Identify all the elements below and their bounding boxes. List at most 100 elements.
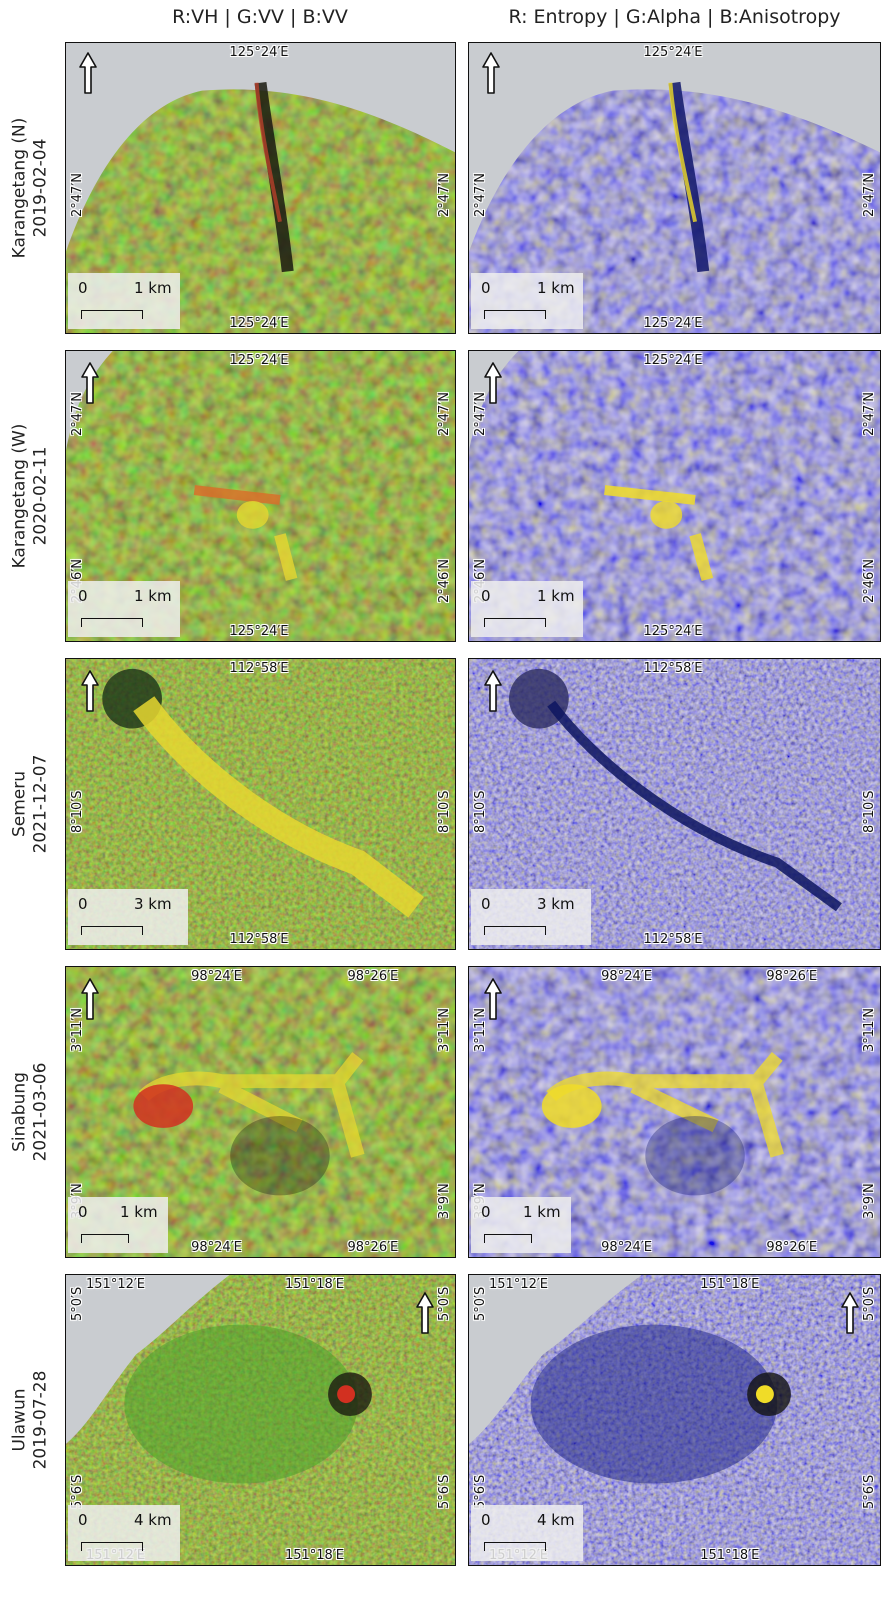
scale-bar: 0 1 km: [471, 273, 583, 329]
latitude-label: 2°46′N: [437, 559, 452, 603]
scale-zero: 0: [78, 895, 88, 913]
latitude-label: 5°0′S: [437, 1286, 452, 1321]
latitude-label: 2°47′N: [862, 392, 877, 436]
north-arrow-icon: [484, 978, 502, 1020]
north-arrow-icon: [841, 1292, 859, 1334]
scale-bar-line: [484, 1542, 546, 1551]
latitude-label: 3°11′N: [437, 1008, 452, 1052]
latitude-label: 5°0′S: [70, 1286, 85, 1321]
row-label-text: Karangetang (W) 2020-02-11: [9, 424, 51, 569]
volcano-name: Sinabung: [9, 1072, 30, 1152]
longitude-label: 98°24′E: [601, 969, 652, 984]
scale-zero: 0: [78, 587, 88, 605]
latitude-label: 8°10′S: [70, 790, 85, 833]
scale-bar-line: [484, 926, 546, 935]
longitude-label: 112°58′E: [643, 661, 703, 676]
scale-bar-line: [484, 310, 546, 319]
scale-bar-line: [81, 1234, 129, 1243]
scale-distance: 1 km: [134, 587, 172, 605]
scale-zero: 0: [78, 1511, 88, 1529]
scale-distance: 1 km: [537, 279, 575, 297]
scale-bar: 0 1 km: [68, 273, 180, 329]
scale-bar-line: [81, 618, 143, 627]
scale-distance: 1 km: [120, 1203, 158, 1221]
scale-bar: 0 1 km: [471, 1197, 571, 1253]
row-label-text: Semeru 2021-12-07: [9, 755, 51, 854]
panel-rgb: 151°12′E151°12′E151°18′E151°18′E5°0′S5°0…: [65, 1274, 456, 1566]
volcano-name: Karangetang (N): [9, 117, 30, 259]
volcano-name: Semeru: [9, 770, 30, 838]
scale-distance: 3 km: [134, 895, 172, 913]
row-label: Ulawun 2019-07-28: [0, 1274, 60, 1566]
longitude-label: 125°24′E: [229, 316, 289, 331]
north-arrow-icon: [484, 670, 502, 712]
column-header-h-alpha: R: Entropy | G:Alpha | B:Anisotropy: [508, 6, 841, 28]
scale-zero: 0: [481, 279, 491, 297]
row-label-text: Sinabung 2021-03-06: [9, 1063, 51, 1162]
row-label-text: Ulawun 2019-07-28: [9, 1371, 51, 1470]
latitude-label: 8°10′S: [437, 790, 452, 833]
panel-rgb: 98°24′E 98°24′E 98°26′E 98°26′E 3°11′N 3°11′N…: [65, 966, 456, 1258]
longitude-label: 98°26′E: [347, 1240, 399, 1255]
row-label: Karangetang (N) 2019-02-04: [0, 42, 60, 334]
panel-rgb: 125°24′E125°24′E2°47′N2°47′N2°46′N2°46′N…: [65, 350, 456, 642]
latitude-label: 5°6′S: [70, 1474, 85, 1509]
latitude-label: 5°6′S: [473, 1474, 488, 1509]
scale-zero: 0: [481, 587, 491, 605]
panel-h-alpha: 98°24′E 98°24′E 98°26′E 98°26′E 3°11′N 3°11′N…: [468, 966, 881, 1258]
scale-zero: 0: [78, 279, 88, 297]
scale-distance: 1 km: [134, 279, 172, 297]
scale-bar-line: [81, 1542, 143, 1551]
scale-bar: 0 1 km: [68, 1197, 168, 1253]
latitude-label: 3°9′N: [437, 1183, 452, 1219]
longitude-label: 98°24′E: [191, 1240, 242, 1255]
volcano-name: Ulawun: [9, 1388, 30, 1452]
sar-image: [469, 967, 880, 1257]
longitude-label: 98°26′E: [766, 969, 818, 984]
north-arrow-icon: [416, 1292, 434, 1334]
sar-image: [469, 659, 880, 949]
latitude-label: 2°47′N: [473, 392, 488, 436]
scale-distance: 1 km: [537, 587, 575, 605]
row-label: Semeru 2021-12-07: [0, 658, 60, 950]
sar-image: [66, 659, 455, 949]
longitude-label: 112°58′E: [229, 932, 289, 947]
scale-bar-line: [81, 310, 143, 319]
longitude-label: 98°24′E: [191, 969, 242, 984]
longitude-label: 98°26′E: [347, 969, 399, 984]
scale-zero: 0: [481, 1203, 491, 1221]
longitude-label: 125°24′E: [643, 353, 703, 368]
longitude-label: 151°12′E: [489, 1277, 549, 1292]
latitude-label: 5°6′S: [862, 1474, 877, 1509]
panel-h-alpha: 125°24′E125°24′E2°47′N2°47′N2°46′N2°46′N…: [468, 350, 881, 642]
acquisition-date: 2021-12-07: [30, 754, 51, 854]
latitude-label: 3°11′N: [70, 1008, 85, 1052]
latitude-label: 5°6′S: [437, 1474, 452, 1509]
longitude-label: 125°24′E: [229, 624, 289, 639]
north-arrow-icon: [81, 670, 99, 712]
row-label: Sinabung 2021-03-06: [0, 966, 60, 1258]
scale-distance: 3 km: [537, 895, 575, 913]
longitude-label: 98°24′E: [601, 1240, 652, 1255]
scale-zero: 0: [481, 895, 491, 913]
north-arrow-icon: [81, 978, 99, 1020]
scale-bar: 0 4 km: [471, 1505, 583, 1561]
scale-bar: 0 1 km: [471, 581, 583, 637]
panel-h-alpha: 151°12′E151°12′E151°18′E151°18′E5°0′S5°0…: [468, 1274, 881, 1566]
north-arrow-icon: [79, 52, 97, 94]
latitude-label: 8°10′S: [473, 790, 488, 833]
north-arrow-icon: [484, 362, 502, 404]
north-arrow-icon: [482, 52, 500, 94]
longitude-label: 151°18′E: [700, 1277, 760, 1292]
scale-distance: 4 km: [537, 1511, 575, 1529]
longitude-label: 125°24′E: [643, 45, 703, 60]
panel-rgb: 112°58′E 112°58′E 8°10′S 8°10′S 0 3 km: [65, 658, 456, 950]
panel-h-alpha: 112°58′E 112°58′E 8°10′S 8°10′S 0 3 km: [468, 658, 881, 950]
scale-bar-line: [484, 1234, 532, 1243]
latitude-label: 3°11′N: [862, 1008, 877, 1052]
scale-bar-line: [81, 926, 143, 935]
latitude-label: 2°47′N: [862, 173, 877, 217]
scale-distance: 4 km: [134, 1511, 172, 1529]
latitude-label: 8°10′S: [862, 790, 877, 833]
panel-h-alpha: 125°24′E 125°24′E 2°47′N 2°47′N 0 1 km: [468, 42, 881, 334]
